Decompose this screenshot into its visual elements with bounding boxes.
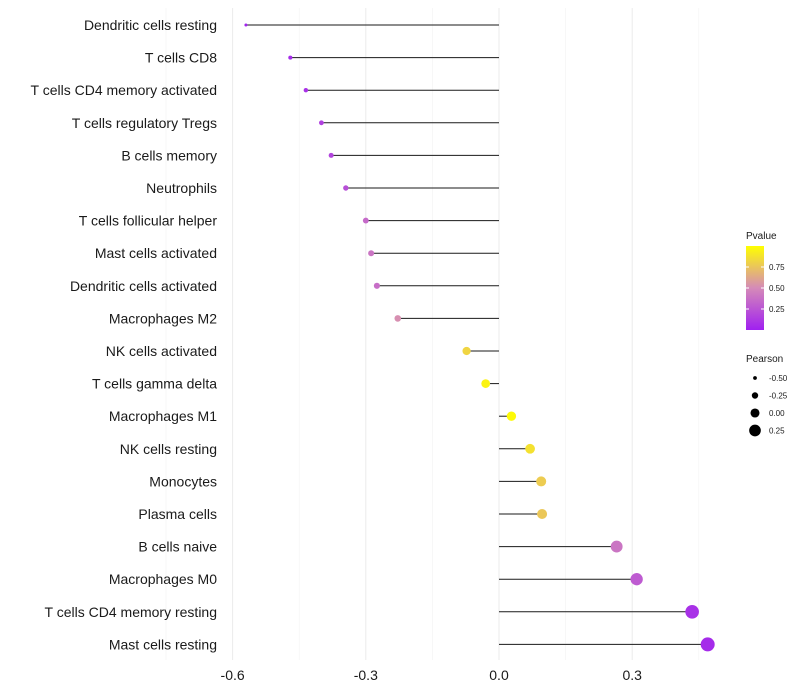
lollipop-dot [481,379,491,388]
lollipop-dot [610,540,623,553]
color-tick-label: 0.25 [769,305,785,314]
size-key-dot [751,392,759,399]
lollipop-dot [700,637,715,652]
category-label: T cells CD4 memory resting [45,604,217,620]
size-key-label: 0.00 [769,409,785,418]
category-label: T cells gamma delta [92,376,217,392]
color-legend-title: Pvalue [746,231,777,242]
legend: Pvalue 0.25 0.50 0.75 Pearson -0.50 -0.25 0.… [746,231,788,437]
lollipop-dot [394,315,402,322]
category-label: Macrophages M0 [109,571,217,587]
size-key-dot [749,424,761,437]
size-legend-title: Pearson [746,354,783,365]
x-tick-label: -0.6 [221,667,245,683]
category-label: Dendritic cells resting [84,17,217,33]
category-label: T cells regulatory Tregs [72,115,217,131]
category-label: Plasma cells [138,506,217,522]
color-bar [746,246,764,330]
size-key-dot [750,408,760,418]
size-key-label: -0.25 [769,392,788,401]
lollipop-dot [244,23,248,27]
category-label: NK cells resting [120,441,217,457]
grid [165,8,700,660]
lollipop-dot [343,185,349,191]
y-axis-labels: Dendritic cells resting T cells CD8 T cell… [31,17,218,652]
x-tick-label: 0.0 [489,667,509,683]
category-label: Macrophages M1 [109,408,217,424]
color-tick-label: 0.75 [769,263,785,272]
color-legend-ticks: 0.25 0.50 0.75 [746,263,785,314]
lollipop-dot [373,282,380,289]
category-label: Monocytes [149,473,217,489]
x-tick-label: 0.3 [622,667,642,683]
lollipop-dot [630,573,643,586]
lollipop-dot [506,411,517,421]
lollipop-dot [362,217,369,224]
lollipop-dot [303,87,309,93]
lollipop-dot [536,476,547,487]
size-key-label: -0.50 [769,374,788,383]
category-label: Macrophages M2 [109,310,217,326]
size-legend-keys: -0.50 -0.25 0.00 0.25 [749,374,788,437]
category-label: Dendritic cells activated [70,278,217,294]
lollipop-dot [537,508,548,520]
lollipop-dot [328,152,334,158]
stems [245,24,708,645]
category-label: Mast cells resting [109,636,217,652]
category-label: B cells naive [138,539,217,555]
size-key-label: 0.25 [769,427,785,436]
size-key-dot [753,376,757,380]
category-label: B cells memory [121,147,217,163]
category-label: Neutrophils [146,180,217,196]
category-label: T cells CD4 memory activated [31,82,217,98]
lollipop-dot [685,604,699,619]
category-label: NK cells activated [106,343,217,359]
lollipop-dot [462,346,471,356]
x-tick-label: -0.3 [354,667,378,683]
lollipop-dot [288,55,293,60]
x-axis-labels: -0.6 -0.3 0.0 0.3 [221,667,643,683]
lollipop-dot [525,443,535,454]
category-label: Mast cells activated [95,245,217,261]
category-label: T cells follicular helper [79,213,218,229]
category-label: T cells CD8 [145,50,217,66]
lollipop-dot [368,250,375,257]
dots [244,23,715,652]
lollipop-dot [319,120,324,126]
color-tick-label: 0.50 [769,284,785,293]
